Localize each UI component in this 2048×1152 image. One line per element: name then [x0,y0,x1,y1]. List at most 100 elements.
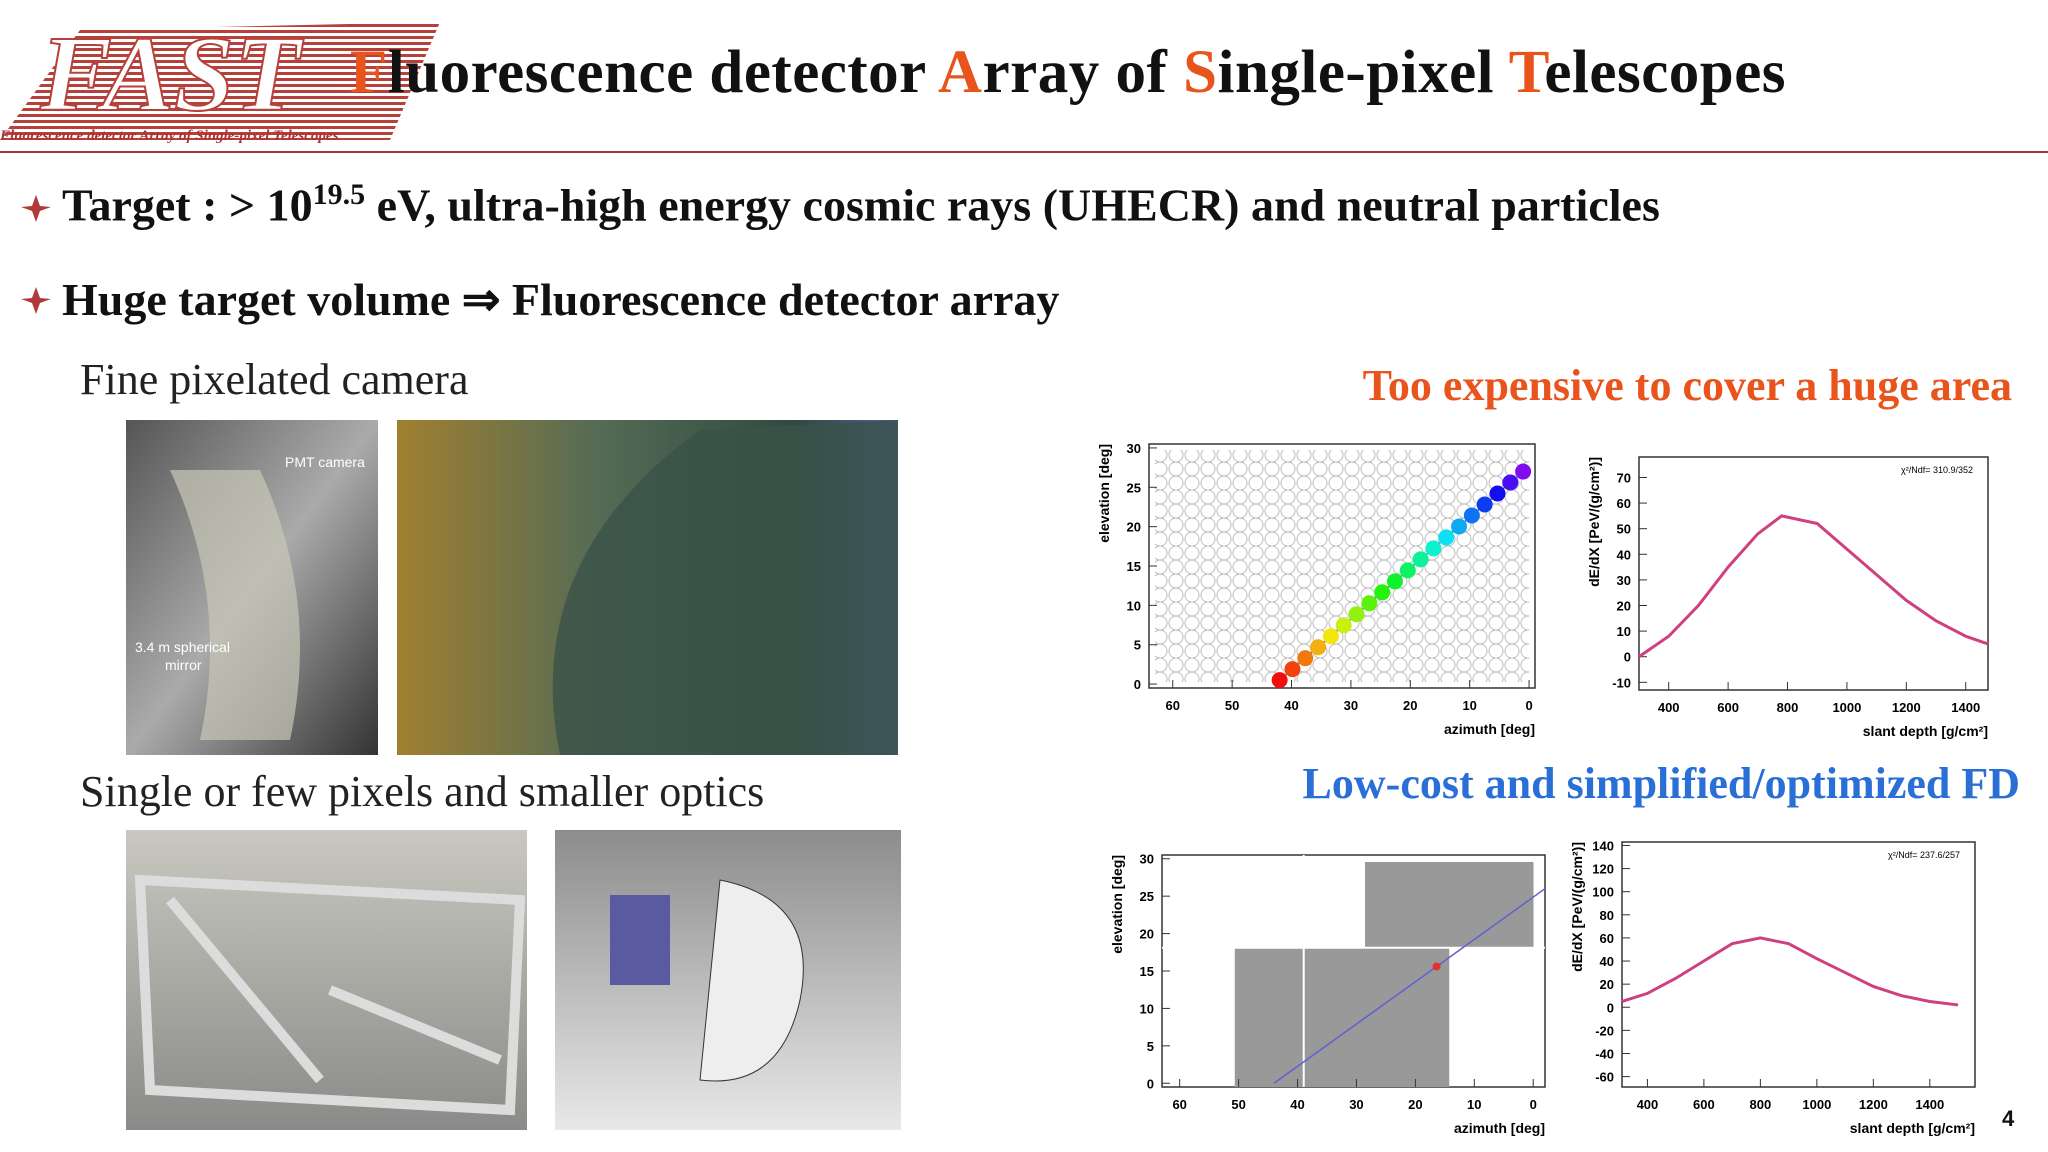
x-tick-label: 400 [1637,1097,1659,1112]
bullet-text: eV, ultra-high energy cosmic rays (UHECR… [365,179,1660,231]
photo-detail [134,874,526,1116]
y-tick-label: 50 [1617,522,1631,537]
pixel-hit [1297,650,1314,667]
pixel-hit [1348,606,1365,623]
y-tick-label: 120 [1592,862,1614,877]
y-tick-label: 15 [1140,964,1154,979]
y-tick-label: -40 [1595,1046,1614,1061]
y-tick-label: 60 [1617,496,1631,511]
y-axis-title: elevation [deg] [1109,855,1125,954]
pixel-hit [1284,661,1301,678]
y-tick-label: 80 [1600,908,1614,923]
x-tick-label: 10 [1467,1097,1481,1112]
plot-frame [1621,841,1976,1088]
x-tick-label: 60 [1172,1097,1186,1112]
y-tick-label: 5 [1134,638,1141,653]
x-axis-title: slant depth [g/cm²] [1850,1120,1975,1136]
photo-detail [552,420,898,755]
pixel-hit [1386,573,1403,590]
fit-curve [1638,514,1989,658]
x-tick-label: 1000 [1832,700,1861,715]
photo-label: mirror [165,657,202,673]
y-tick-label: 140 [1592,838,1614,853]
pixel-hit [1271,672,1288,689]
x-tick-label: 30 [1344,698,1358,713]
y-tick-label: 20 [1140,927,1154,942]
x-tick-label: 40 [1290,1097,1304,1112]
y-tick-label: 70 [1617,470,1631,485]
y-tick-label: 40 [1600,954,1614,969]
y-tick-label: 0 [1607,1000,1614,1015]
heading: Low-cost and simplified/optimized FD [1302,759,2020,808]
logo-subtitle: Fluorescence detector Array of Single-pi… [0,128,339,144]
y-tick-label: 30 [1617,573,1631,588]
y-tick-label: -60 [1595,1070,1614,1085]
x-tick-label: 10 [1462,698,1476,713]
pixel [1234,947,1450,1087]
pixel-hit [1412,551,1429,568]
bullet-icon [21,195,51,222]
pixel-grid [1155,450,1529,682]
y-tick-label: 15 [1127,559,1141,574]
x-tick-label: 20 [1403,698,1417,713]
x-tick-label: 60 [1166,698,1180,713]
fit-curve [1621,936,1959,1007]
y-axis-title: elevation [deg] [1096,444,1112,543]
x-tick-label: 1400 [1951,700,1980,715]
pixel-hit [1374,584,1391,601]
y-tick-label: 0 [1147,1076,1154,1091]
slide-title: Fluorescence detector Array of Single-pi… [350,38,1786,108]
y-tick-label: 60 [1600,931,1614,946]
photo-label: 3.4 m spherical [135,639,230,655]
shower-track [1273,888,1546,1084]
logo: FAST [39,15,304,134]
y-tick-label: 5 [1147,1039,1154,1054]
pixel-hit [1489,485,1506,502]
photo-prototype [126,830,527,1130]
x-axis-title: azimuth [deg] [1444,721,1535,737]
y-tick-label: 0 [1624,650,1631,665]
y-tick-label: 100 [1592,885,1614,900]
logo-stripes [0,22,440,140]
fit-stat: χ²/Ndf= 237.6/257 [1888,850,1960,860]
photo-label: PMT camera [285,454,365,470]
x-tick-label: 1400 [1915,1097,1944,1112]
title-part: elescopes [1544,39,1787,106]
pixel-hit [1476,496,1493,513]
pixel-hit [1310,639,1327,656]
y-tick-label: 40 [1617,547,1631,562]
y-axis-title: dE/dX [PeV/(g/cm²)] [1569,842,1585,972]
y-tick-label: 10 [1140,1001,1154,1016]
pixel-hit [1451,518,1468,535]
bullet-icon [21,287,51,314]
y-tick-label: 20 [1617,599,1631,614]
plot-frame [1638,456,1989,691]
pixel-hit [1515,463,1532,480]
title-part: S [1183,39,1218,106]
section-label: Single or few pixels and smaller optics [80,767,765,816]
pixel-hit [1432,962,1441,971]
y-tick-label: 30 [1127,441,1141,456]
heading: Too expensive to cover a huge area [1362,361,2012,410]
y-tick-label: 25 [1140,889,1154,904]
title-part: A [938,39,983,106]
pixel-hit [1425,540,1442,557]
x-tick-label: 600 [1693,1097,1715,1112]
x-axis-title: slant depth [g/cm²] [1863,723,1988,739]
pixel [1364,861,1534,948]
pixel-hit [1438,529,1455,546]
title-part: ingle-pixel [1217,39,1509,106]
y-axis-title: dE/dX [PeV/(g/cm²)] [1586,457,1602,587]
y-tick-label: 20 [1600,977,1614,992]
title-part: luorescence detector [387,39,939,106]
pixel-hit [1361,595,1378,612]
x-tick-label: 50 [1231,1097,1245,1112]
pixel-hit [1335,617,1352,634]
page-number: 4 [2002,1106,2015,1131]
title-part: T [1508,39,1545,106]
y-tick-label: 0 [1134,677,1141,692]
x-tick-label: 30 [1349,1097,1363,1112]
photo-detail [610,895,670,985]
fit-stat: χ²/Ndf= 310.9/352 [1901,465,1973,475]
